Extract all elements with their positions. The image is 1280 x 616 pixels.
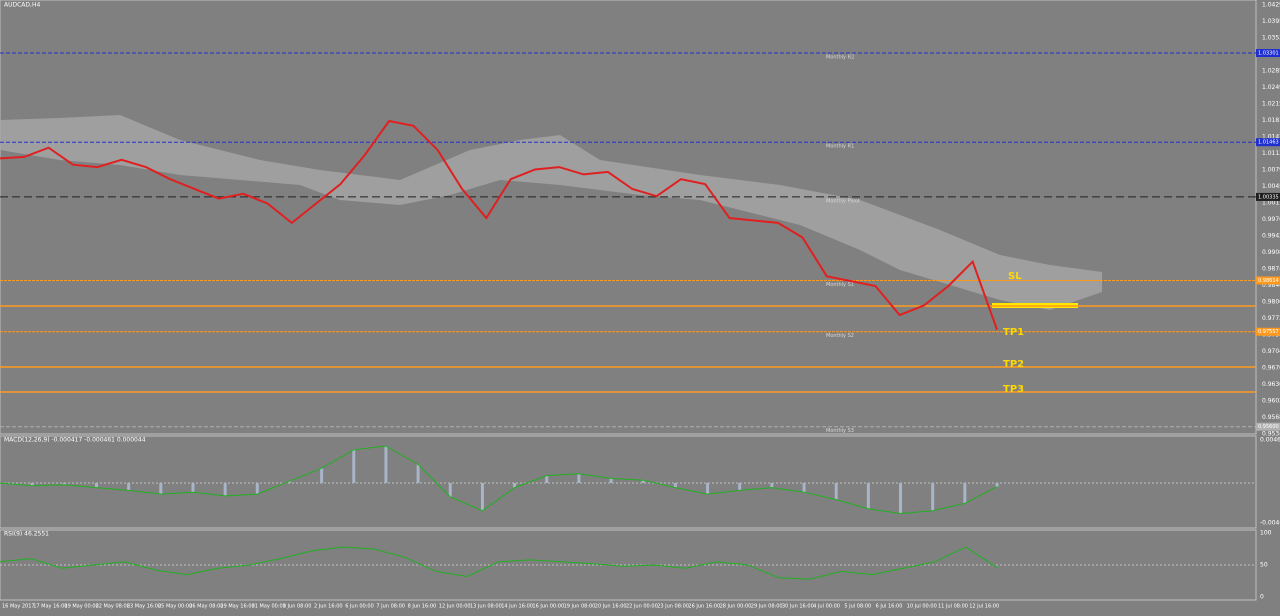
price-label: 0.98400 [1262,282,1280,289]
level-price: 0.97557 [1258,329,1279,335]
level-price: 0.95600 [1258,424,1279,430]
macd-label: MACD(12,26,9) -0.000417 -0.000461 0.0000… [4,437,146,444]
date-label: 29 Jun 08:00 [751,604,783,610]
price-label: 0.99080 [1262,249,1280,256]
rsi-label: RSI(9) 46.2551 [4,531,49,538]
price-label: 0.96020 [1262,398,1280,405]
date-label: 6 Jun 00:00 [345,604,374,610]
price-label: 1.00790 [1262,167,1280,174]
date-label: 13 Jun 08:00 [470,604,502,610]
date-label: 5 Jul 08:00 [844,604,871,610]
level-price: 1.00335 [1258,194,1279,200]
price-label: 1.01130 [1262,150,1280,157]
level-label: Monthly R1 [826,144,854,150]
date-label: 1 Jun 08:00 [283,604,312,610]
date-label: 30 Jun 16:00 [782,604,814,610]
date-label: 4 Jul 00:00 [813,604,840,610]
level-price-box [1256,276,1280,285]
date-label: 7 Jun 08:00 [376,604,405,610]
rsi-axis: 100 [1260,530,1272,537]
macd-panel [0,435,1257,529]
date-label: 2 Jun 16:00 [314,604,343,610]
macd-line [0,445,998,515]
date-label: 10 Jul 00:00 [907,604,937,610]
level-price-box [1256,327,1280,336]
price-label: 0.99420 [1262,233,1280,240]
date-label: 19 Jun 08:00 [564,604,596,610]
macd-axis: -0.004657 [1260,520,1280,527]
date-label: 17 May 16:00 [33,604,67,610]
date-label: 19 May 00:00 [64,604,98,610]
ichimoku-cloud [0,115,1102,310]
date-label: 16 May 2017 [2,604,35,610]
level-label: Monthly Pivot [826,198,860,204]
level-price: 0.98614 [1258,278,1279,284]
price-label: 0.95340 [1262,431,1280,438]
date-label: 6 Jul 16:00 [876,604,903,610]
date-label: 29 May 16:00 [220,604,254,610]
trade-mark: TP2 [1003,359,1024,370]
price-label: 1.04290 [1262,2,1280,9]
date-label: 14 Jun 16:00 [501,604,533,610]
trade-mark: TP1 [1003,327,1024,338]
price-label: 0.95680 [1262,414,1280,421]
date-label: 16 Jun 00:00 [532,604,564,610]
date-label: 25 May 00:00 [158,604,192,610]
level-label: Monthly S1 [826,282,854,288]
main-panel [0,0,1257,435]
price-label: 0.99760 [1262,216,1280,223]
price-label: 1.03530 [1262,35,1280,42]
date-label: 23 Jun 08:00 [657,604,689,610]
level-price-box [1256,192,1280,201]
date-label: 20 Jun 16:00 [595,604,627,610]
rsi-line [0,546,998,580]
date-label: 22 Jun 00:00 [626,604,658,610]
trade-mark: SL [1008,271,1022,282]
price-label: 1.00450 [1262,183,1280,190]
date-label: 12 Jul 16:00 [969,604,999,610]
level-price-box [1256,422,1280,431]
trade-mark: TP3 [1003,384,1024,395]
price-label: 0.97720 [1262,315,1280,322]
date-label: 26 May 08:00 [189,604,223,610]
date-label: 12 Jun 00:00 [439,604,471,610]
macd-axis: 0.004657 [1260,437,1280,444]
level-label: Monthly S3 [826,428,854,434]
level-price-box [1256,48,1280,57]
price-line [0,119,998,331]
rsi-axis: 50 [1260,562,1268,569]
price-label: 1.02490 [1262,84,1280,91]
price-label: 0.98740 [1262,266,1280,273]
price-label: 0.97040 [1262,348,1280,355]
date-label: 11 Jul 08:00 [938,604,968,610]
price-label: 1.01470 [1262,134,1280,141]
date-label: 8 Jun 16:00 [408,604,437,610]
price-label: 0.96360 [1262,381,1280,388]
price-label: 1.01810 [1262,117,1280,124]
level-label: Monthly S2 [826,333,854,339]
price-label: 0.96700 [1262,365,1280,372]
level-price: 1.03301 [1258,50,1279,56]
date-label: 31 May 00:00 [252,604,286,610]
symbol-label: AUDCAD,H4 [4,2,40,9]
date-label: 26 Jun 16:00 [688,604,720,610]
price-label: 0.98060 [1262,299,1280,306]
rsi-axis: 0 [1260,594,1264,601]
level-price: 1.01463 [1258,140,1279,146]
price-label: 1.00110 [1262,200,1280,207]
date-label: 28 Jun 00:00 [720,604,752,610]
level-price-box [1256,138,1280,147]
price-label: 1.02150 [1262,101,1280,108]
date-label: 23 May 16:00 [127,604,161,610]
price-label: 1.03950 [1262,18,1280,25]
level-label: Monthly R2 [826,54,854,60]
date-label: 22 May 08:00 [96,604,130,610]
price-label: 1.02850 [1262,68,1280,75]
